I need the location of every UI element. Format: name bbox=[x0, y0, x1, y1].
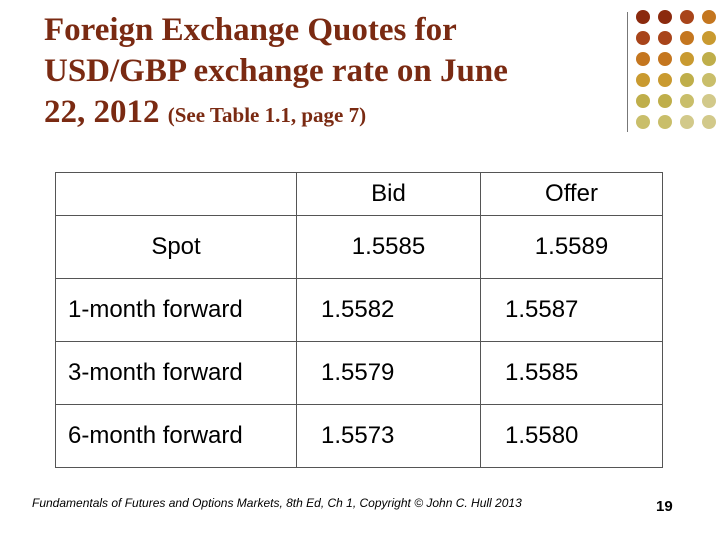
header-row: Bid Offer bbox=[55, 172, 663, 216]
dot bbox=[636, 115, 650, 129]
header-cell: Bid bbox=[296, 172, 481, 216]
citation: Fundamentals of Futures and Options Mark… bbox=[32, 496, 522, 510]
quotes-table: Bid Offer Spot 1.5585 1.5589 1-month forward 1… bbox=[55, 172, 663, 468]
table-cell: 1.5573 bbox=[296, 404, 481, 468]
title-line: Foreign Exchange Quotes for bbox=[44, 12, 457, 48]
table-cell: 3-month forward bbox=[55, 341, 297, 405]
title: Foreign Exchange Quotes for USD/GBP exch… bbox=[44, 10, 624, 136]
table-row: 3-month forward 1.5579 1.5585 bbox=[55, 341, 663, 405]
dot bbox=[636, 94, 650, 108]
table-cell: 1.5582 bbox=[296, 278, 481, 342]
dot bbox=[680, 115, 694, 129]
dot bbox=[658, 31, 672, 45]
dot bbox=[680, 10, 694, 24]
dot bbox=[680, 52, 694, 66]
dot bbox=[636, 73, 650, 87]
header-cell: Offer bbox=[480, 172, 663, 216]
dot-grid bbox=[636, 10, 716, 129]
table-cell: 1.5580 bbox=[480, 404, 663, 468]
header-cell bbox=[55, 172, 297, 216]
dot bbox=[658, 73, 672, 87]
table-cell: Spot bbox=[55, 215, 297, 279]
dot bbox=[702, 115, 716, 129]
dot bbox=[658, 52, 672, 66]
dot bbox=[636, 10, 650, 24]
table-row: 6-month forward 1.5573 1.5580 bbox=[55, 404, 663, 468]
title-line: USD/GBP exchange rate on June bbox=[44, 53, 508, 89]
table-row: 1-month forward 1.5582 1.5587 bbox=[55, 278, 663, 342]
dot bbox=[680, 73, 694, 87]
dot bbox=[680, 94, 694, 108]
table-cell: 1.5585 bbox=[296, 215, 481, 279]
dot bbox=[702, 94, 716, 108]
table-cell: 1.5585 bbox=[480, 341, 663, 405]
table-cell: 1.5589 bbox=[480, 215, 663, 279]
title-note: (See Table 1.1, page 7) bbox=[167, 103, 367, 127]
dot bbox=[702, 52, 716, 66]
table-cell: 1-month forward bbox=[55, 278, 297, 342]
dot bbox=[658, 115, 672, 129]
dot bbox=[702, 73, 716, 87]
dot bbox=[636, 31, 650, 45]
table-cell: 1.5587 bbox=[480, 278, 663, 342]
table-cell: 6-month forward bbox=[55, 404, 297, 468]
title-line: 22, 2012 bbox=[44, 94, 160, 130]
dot bbox=[702, 31, 716, 45]
dot bbox=[680, 31, 694, 45]
table-cell: 1.5579 bbox=[296, 341, 481, 405]
dot bbox=[658, 94, 672, 108]
dot bbox=[658, 10, 672, 24]
dot bbox=[702, 10, 716, 24]
dot bbox=[636, 52, 650, 66]
page-number: 19 bbox=[656, 498, 673, 515]
table-row: Spot 1.5585 1.5589 bbox=[55, 215, 663, 279]
divider bbox=[627, 12, 628, 132]
